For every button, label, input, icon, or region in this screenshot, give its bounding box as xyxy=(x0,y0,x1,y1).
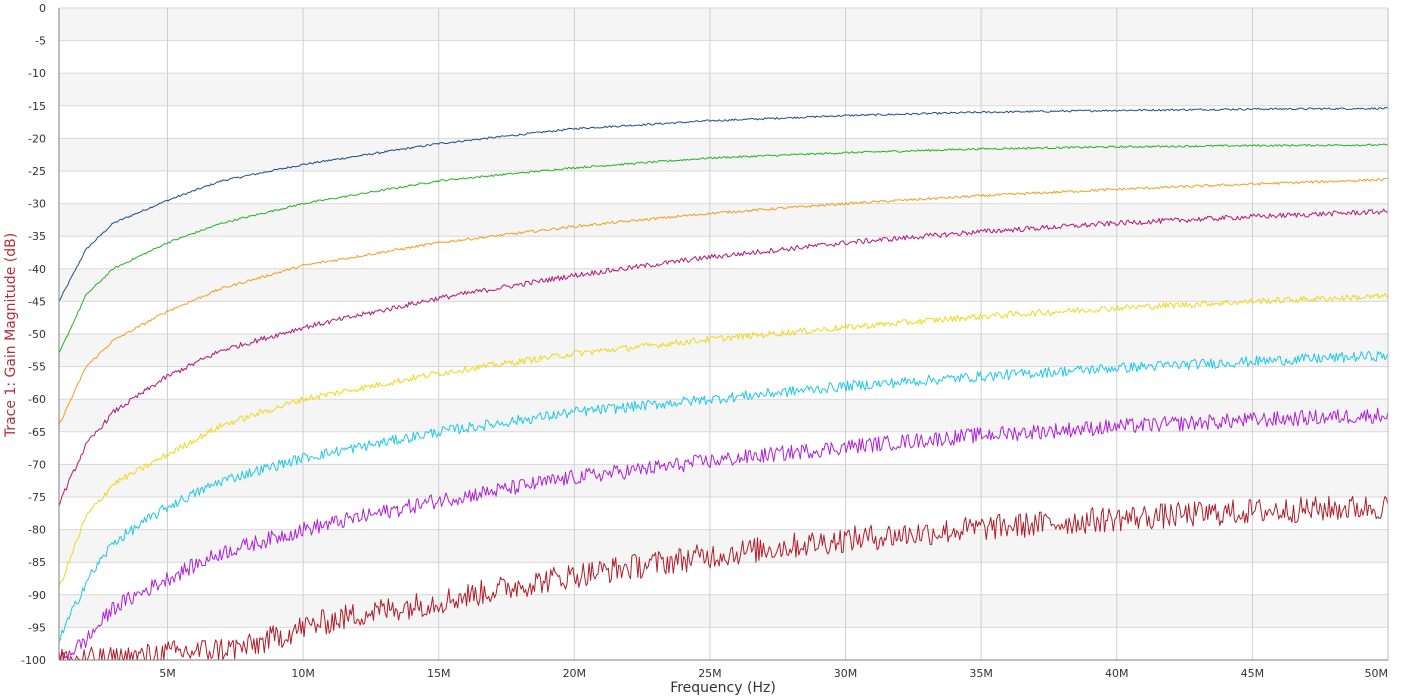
plot-band xyxy=(59,8,1388,41)
x-tick-label: 35M xyxy=(969,667,993,680)
x-tick-label: 45M xyxy=(1241,667,1265,680)
plot-band xyxy=(59,399,1388,432)
y-tick-label: -95 xyxy=(28,621,46,634)
series-line-2 xyxy=(58,143,1389,353)
plot-band xyxy=(59,268,1388,302)
series-line-8 xyxy=(58,495,1389,661)
y-tick-label: 0 xyxy=(39,2,46,15)
y-tick-labels: 0 -5 -10 -15 -20 -25 -30 -35 -40 -45 -50 -55 -60 -65 -… xyxy=(21,2,46,667)
y-tick-label: -30 xyxy=(28,198,46,211)
grid-lines xyxy=(59,7,1389,661)
y-tick-label: -15 xyxy=(28,100,46,113)
x-tick-label: 40M xyxy=(1105,667,1129,680)
y-tick-label: -65 xyxy=(28,426,46,439)
x-tick-label: 50M xyxy=(1365,667,1389,680)
y-tick-label: -50 xyxy=(28,328,46,341)
series-line-5 xyxy=(58,292,1389,586)
series-line-7 xyxy=(58,407,1389,661)
y-tick-label: -85 xyxy=(28,556,46,569)
y-tick-label: -35 xyxy=(28,230,46,243)
y-tick-label: -90 xyxy=(28,589,46,602)
axes xyxy=(58,8,1389,661)
y-tick-label: -10 xyxy=(28,67,46,80)
x-tick-label: 25M xyxy=(698,667,722,680)
y-tick-label: -75 xyxy=(28,491,46,504)
series-line-1 xyxy=(58,107,1389,302)
series-line-6 xyxy=(58,350,1389,642)
plot-band xyxy=(59,594,1388,628)
plot-band xyxy=(59,529,1388,563)
y-axis-title: Trace 1: Gain Magnitude (dB) xyxy=(3,233,19,438)
y-tick-label: -45 xyxy=(28,295,46,308)
series-layer xyxy=(58,107,1389,661)
y-tick-label: -70 xyxy=(28,458,46,471)
series-line-4 xyxy=(58,208,1389,507)
x-tick-label: 20M xyxy=(563,667,587,680)
x-tick-label: 15M xyxy=(427,667,451,680)
x-tick-label: 10M xyxy=(291,667,315,680)
y-tick-label: -55 xyxy=(28,361,46,374)
plot-band xyxy=(59,138,1388,171)
y-tick-label: -40 xyxy=(28,263,46,276)
y-tick-label: -60 xyxy=(28,393,46,406)
y-tick-label: -80 xyxy=(28,524,46,537)
plot-band xyxy=(59,73,1388,106)
y-tick-label: -5 xyxy=(35,35,46,48)
plot-band xyxy=(59,334,1388,367)
y-tick-label: -100 xyxy=(21,654,46,667)
x-axis-title: Frequency (Hz) xyxy=(670,680,776,696)
x-tick-labels: 5M 10M 15M 20M 25M 30M 35M 40M 45M 50M xyxy=(159,667,1388,680)
y-tick-label: -25 xyxy=(28,165,46,178)
x-tick-label: 5M xyxy=(159,667,176,680)
x-tick-label: 30M xyxy=(834,667,858,680)
y-tick-label: -20 xyxy=(28,132,46,145)
series-line-3 xyxy=(58,177,1389,425)
plot-band xyxy=(59,464,1388,497)
